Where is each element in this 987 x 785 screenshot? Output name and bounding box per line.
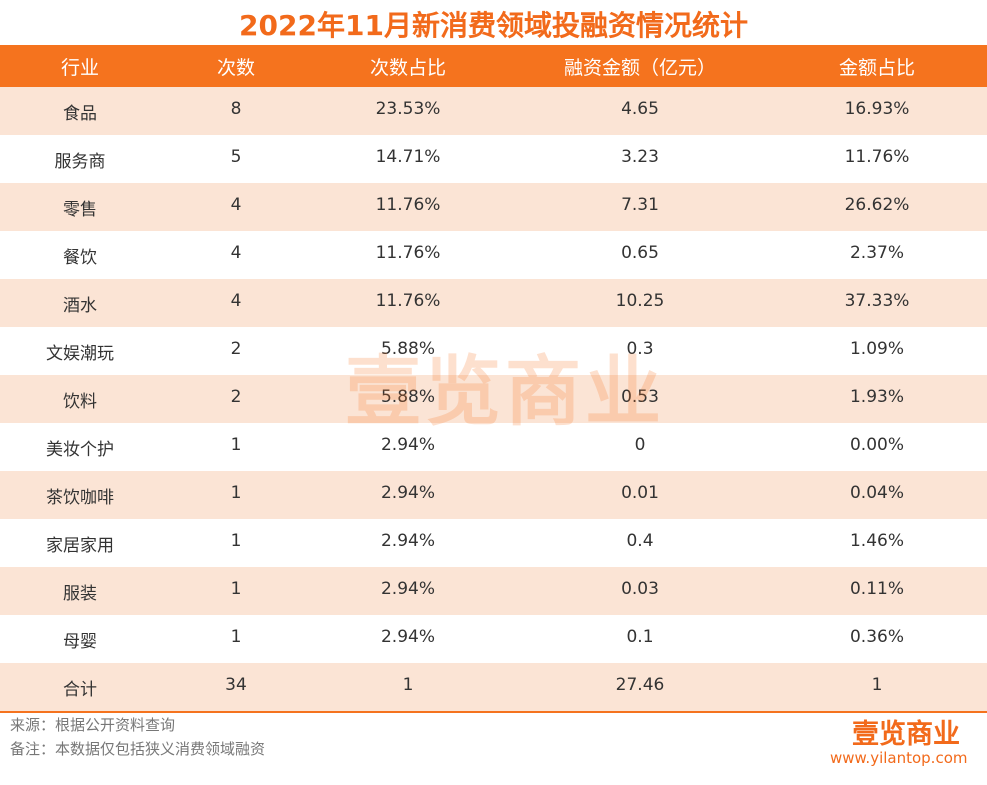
table-cell: 4: [230, 291, 242, 311]
bottom-rule: [0, 711, 987, 713]
table-cell: 2: [230, 387, 242, 407]
table-cell: 11.76%: [375, 243, 441, 263]
watermark: 壹览商业: [345, 347, 665, 436]
table-cell: 食品: [63, 104, 97, 124]
table-cell: 2.94%: [380, 483, 436, 503]
table-cell: 0.03: [621, 579, 659, 599]
table-cell: 1: [230, 483, 242, 503]
table-cell: 0.4: [626, 531, 654, 551]
column-header: 次数占比: [369, 57, 447, 79]
table-row: 文娱潮玩 2 5.88% 0.3 1.09%: [0, 327, 987, 375]
table-cell: 27.46: [615, 675, 665, 695]
table-cell: 美妆个护: [46, 440, 114, 460]
table-cell: 11.76%: [844, 147, 910, 167]
note: 备注：本数据仅包括狭义消费领域融资: [10, 740, 266, 758]
table-cell: 合计: [63, 680, 97, 700]
table-cell: 14.71%: [375, 147, 441, 167]
table-cell: 0.1: [626, 627, 654, 647]
table-cell: 5.88%: [380, 387, 436, 407]
table-cell: 0.3: [626, 339, 654, 359]
column-header: 行业: [60, 57, 100, 79]
table-cell: 1.46%: [849, 531, 905, 551]
table-cell: 23.53%: [375, 99, 441, 119]
table-cell: 10.25: [615, 291, 665, 311]
table-cell: 2: [230, 339, 242, 359]
table-row: 服务商 5 14.71% 3.23 11.76%: [0, 135, 987, 183]
table-cell: 1.93%: [849, 387, 905, 407]
table-cell: 0.01: [621, 483, 659, 503]
table-cell: 4: [230, 243, 242, 263]
title: 2022年11月新消费领域投融资情况统计: [239, 9, 748, 42]
table-cell: 4.65: [621, 99, 659, 119]
table-cell: 0.65: [621, 243, 659, 263]
table-cell: 1: [402, 675, 414, 695]
table-cell: 4: [230, 195, 242, 215]
table-cell: 茶饮咖啡: [46, 488, 114, 508]
table-cell: 11.76%: [375, 195, 441, 215]
table-cell: 餐饮: [63, 248, 97, 268]
table-cell: 饮料: [63, 392, 97, 412]
table-cell: 2.37%: [849, 243, 905, 263]
table-header: 行业 次数 次数占比 融资金额（亿元） 金额占比: [0, 45, 987, 87]
url: www.yilantop.com: [830, 749, 968, 767]
table-cell: 服务商: [54, 152, 106, 172]
table-cell: 7.31: [621, 195, 659, 215]
table-row: 酒水 4 11.76% 10.25 37.33%: [0, 279, 987, 327]
column-header: 融资金额（亿元）: [563, 57, 717, 79]
table-cell: 家居家用: [46, 536, 114, 556]
table-row: 茶饮咖啡 1 2.94% 0.01 0.04%: [0, 471, 987, 519]
table-row: 服装 1 2.94% 0.03 0.11%: [0, 567, 987, 615]
table-row: 餐饮 4 11.76% 0.65 2.37%: [0, 231, 987, 279]
table-cell: 2.94%: [380, 435, 436, 455]
table-cell: 服装: [63, 584, 97, 604]
table-cell: 0.00%: [849, 435, 905, 455]
table-row: 家居家用 1 2.94% 0.4 1.46%: [0, 519, 987, 567]
table-cell: 零售: [63, 200, 97, 220]
table-cell: 2.94%: [380, 627, 436, 647]
table-cell: 3.23: [621, 147, 659, 167]
table-row: 合计 34 1 27.46 1: [0, 663, 987, 711]
table-cell: 0.11%: [849, 579, 905, 599]
table-row: 母婴 1 2.94% 0.1 0.36%: [0, 615, 987, 663]
table-cell: 1: [230, 435, 242, 455]
table-cell: 0.53: [621, 387, 659, 407]
table-cell: 0.36%: [849, 627, 905, 647]
table-cell: 母婴: [63, 632, 97, 652]
table-row: 零售 4 11.76% 7.31 26.62%: [0, 183, 987, 231]
table-cell: 1: [871, 675, 883, 695]
table-cell: 34: [225, 675, 247, 695]
table-cell: 文娱潮玩: [46, 344, 114, 364]
table-cell: 37.33%: [844, 291, 910, 311]
table-cell: 5.88%: [380, 339, 436, 359]
table-cell: 26.62%: [844, 195, 910, 215]
table-cell: 2.94%: [380, 531, 436, 551]
table-cell: 1: [230, 531, 242, 551]
table-cell: 2.94%: [380, 579, 436, 599]
table-cell: 酒水: [63, 296, 97, 316]
table-cell: 1: [230, 579, 242, 599]
table-cell: 11.76%: [375, 291, 441, 311]
column-header: 次数: [216, 57, 256, 79]
column-header: 金额占比: [838, 57, 916, 79]
table-cell: 5: [230, 147, 242, 167]
table-cell: 1.09%: [849, 339, 905, 359]
table-cell: 0.04%: [849, 483, 905, 503]
logo: 壹览商业: [852, 719, 960, 750]
table-cell: 1: [230, 627, 242, 647]
table-cell: 8: [230, 99, 242, 119]
table-row: 美妆个护 1 2.94% 0 0.00%: [0, 423, 987, 471]
table-row: 饮料 2 5.88% 0.53 1.93%: [0, 375, 987, 423]
table-cell: 0: [634, 435, 646, 455]
table-cell: 16.93%: [844, 99, 910, 119]
source: 来源：根据公开资料查询: [10, 716, 176, 734]
table-row: 食品 8 23.53% 4.65 16.93%: [0, 87, 987, 135]
